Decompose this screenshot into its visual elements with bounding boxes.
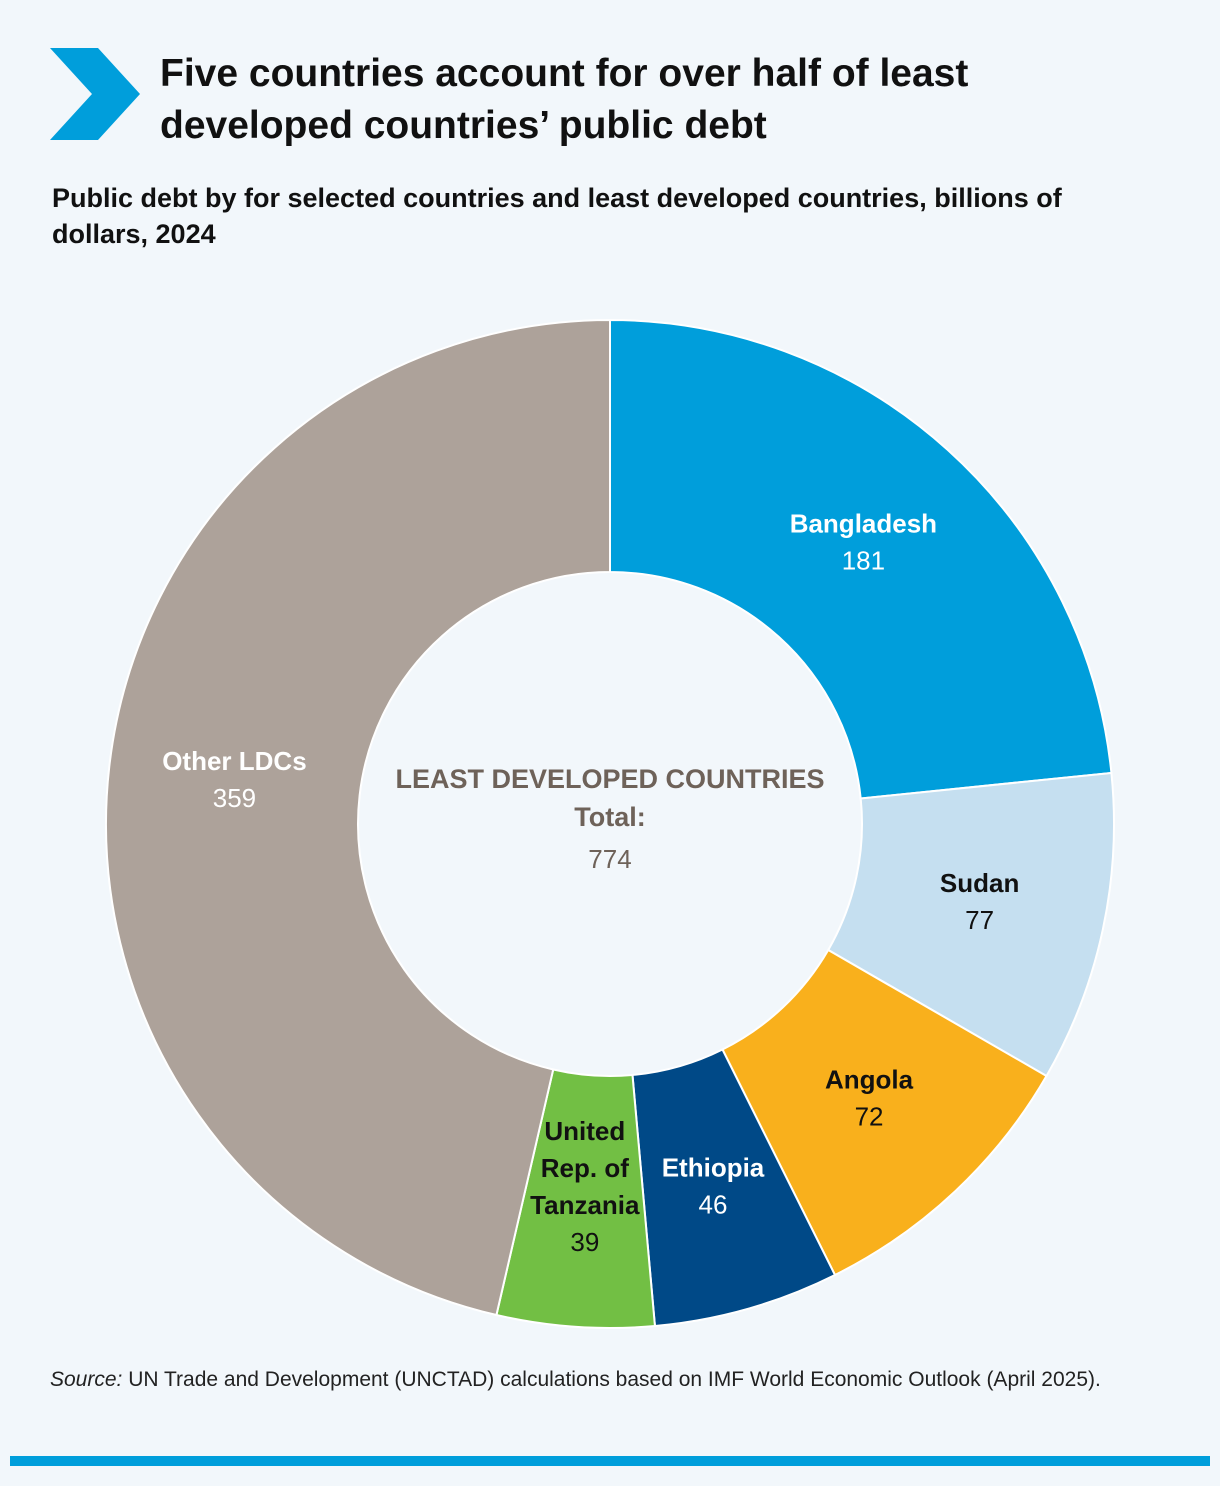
slice-value: 77	[965, 905, 994, 935]
label-bangladesh: Bangladesh 181	[790, 509, 937, 576]
center-total-label: Total:	[574, 802, 645, 832]
label-sudan: Sudan 77	[940, 868, 1019, 935]
slice-sudan	[826, 771, 1115, 1078]
slice-name: Ethiopia	[662, 1153, 765, 1183]
chart-title: Five countries account for over half of …	[160, 52, 969, 147]
slice-name: Sudan	[940, 868, 1019, 898]
center-total-value: 774	[588, 844, 631, 874]
source-note: Source: UN Trade and Development (UNCTAD…	[50, 1366, 1170, 1394]
slice-name: Rep. of	[541, 1153, 629, 1183]
label-other-ldcs: Other LDCs 359	[162, 746, 306, 813]
slice-value: 72	[855, 1101, 884, 1131]
label-angola: Angola 72	[825, 1064, 914, 1131]
chevron-right-icon	[50, 48, 140, 140]
chart-subtitle: Public debt by for selected countries an…	[52, 183, 1062, 249]
source-text: UN Trade and Development (UNCTAD) calcul…	[122, 1368, 1101, 1391]
bottom-accent-bar	[10, 1456, 1210, 1466]
slice-name: Other LDCs	[162, 746, 306, 776]
slice-name: Tanzania	[530, 1190, 640, 1220]
slice-value: 46	[699, 1190, 728, 1220]
slice-name: Bangladesh	[790, 509, 937, 539]
source-label: Source:	[50, 1368, 123, 1391]
label-united-rep-of-tanzania: United Rep. of Tanzania 39	[530, 1116, 640, 1257]
slice-bangladesh	[609, 318, 1113, 800]
label-ethiopia: Ethiopia 46	[662, 1153, 765, 1220]
slice-value: 181	[842, 546, 885, 576]
slice-name: United	[544, 1116, 625, 1146]
slice-other-ldcs	[105, 318, 611, 1317]
slice-name: Angola	[825, 1064, 914, 1094]
slice-value: 39	[570, 1227, 599, 1257]
slice-value: 359	[213, 783, 256, 813]
center-label: LEAST DEVELOPED COUNTRIES	[395, 764, 824, 794]
